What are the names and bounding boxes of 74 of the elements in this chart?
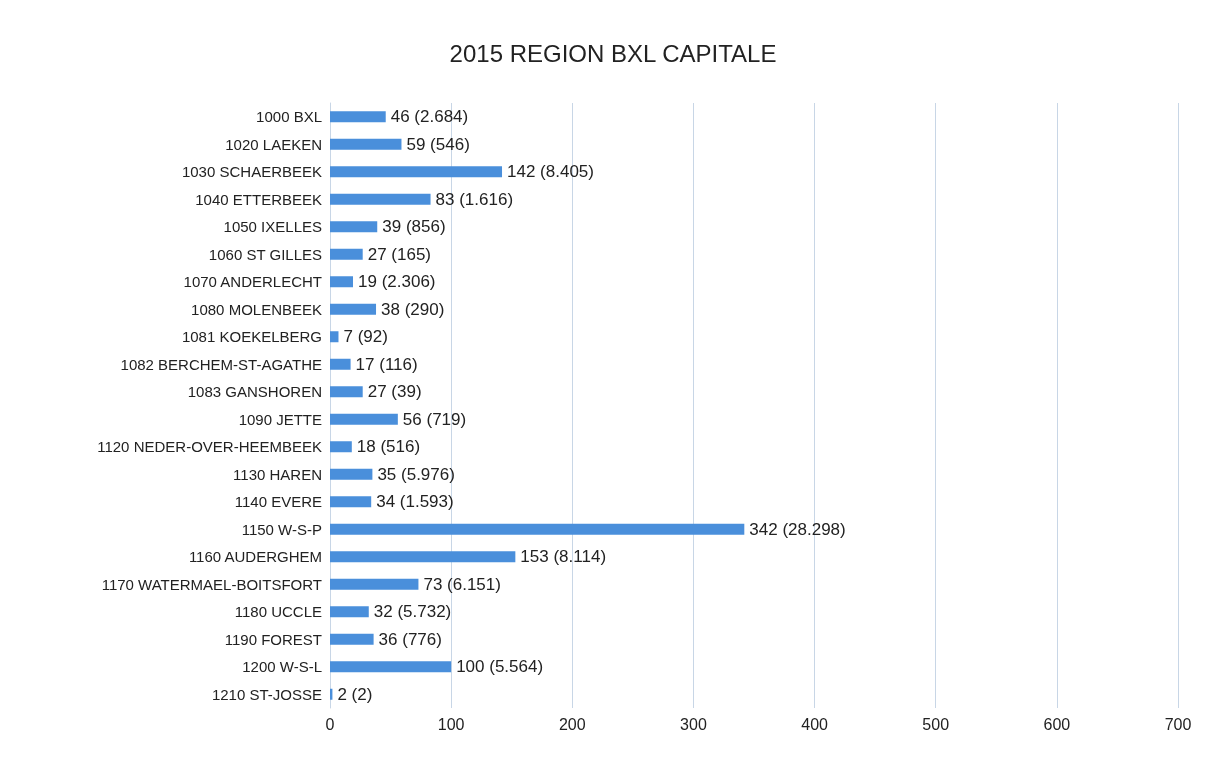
- x-tick-label: 400: [801, 715, 829, 733]
- x-tick-label: 500: [922, 715, 950, 733]
- data-label: 18 (516): [356, 437, 421, 457]
- data-label: 73 (6.151): [423, 574, 501, 594]
- data-label: 59 (546): [406, 134, 470, 154]
- data-label: 17 (116): [355, 354, 418, 374]
- bar: [330, 661, 452, 673]
- y-tick-label: 1190 FOREST: [224, 630, 322, 648]
- data-label: 83 (1.616): [435, 189, 514, 209]
- data-label: 36 (776): [378, 629, 442, 649]
- y-tick-label: 1130 HAREN: [233, 465, 322, 483]
- data-label: 56 (719): [402, 409, 467, 429]
- y-tick-label: 1150 W-S-P: [241, 520, 322, 538]
- x-tick-label: 100: [437, 715, 465, 733]
- bar: [330, 413, 398, 425]
- data-label: 100 (5.564): [456, 657, 544, 677]
- y-tick-label: 1030 SCHAERBEEK: [181, 163, 322, 181]
- bar: [330, 276, 354, 288]
- chart-title: 2015 REGION BXL CAPITALE: [449, 39, 777, 67]
- bar: [330, 358, 351, 370]
- bar: [330, 496, 372, 508]
- bar: [330, 248, 363, 260]
- bar: [330, 111, 386, 123]
- y-tick-label: 1082 BERCHEM-ST-AGATHE: [120, 355, 322, 373]
- y-tick-label: 1000 BXL: [256, 108, 322, 126]
- y-tick-label: 1050 IXELLES: [223, 218, 322, 236]
- bar: [330, 551, 516, 563]
- data-label: 19 (2.306): [358, 272, 436, 292]
- data-label: 153 (8.114): [520, 547, 607, 567]
- bar: [330, 303, 377, 315]
- x-tick-label: 200: [558, 715, 586, 733]
- data-label: 7 (92): [343, 327, 388, 347]
- data-label: 27 (165): [367, 244, 432, 264]
- y-tick-label: 1081 KOEKELBERG: [181, 328, 322, 346]
- y-tick-label: 1180 UCCLE: [234, 603, 322, 621]
- bar: [330, 633, 374, 645]
- bar: [330, 193, 431, 205]
- bar: [330, 523, 745, 535]
- y-tick-label: 1080 MOLENBEEK: [191, 300, 322, 318]
- y-tick-label: 1020 LAEKEN: [225, 135, 322, 153]
- y-tick-label: 1160 AUDERGHEM: [188, 548, 322, 566]
- y-tick-label: 1040 ETTERBEEK: [195, 190, 322, 208]
- bar: [330, 578, 419, 590]
- data-label: 342 (28.298): [749, 519, 846, 539]
- bar: [330, 468, 373, 480]
- y-tick-label: 1170 WATERMAEL-BOITSFORT: [101, 575, 322, 593]
- bar: [330, 441, 352, 453]
- data-label: 34 (1.593): [376, 492, 454, 512]
- x-tick-label: 700: [1164, 715, 1192, 733]
- bar: [330, 606, 369, 618]
- y-tick-label: 1140 EVERE: [234, 493, 322, 511]
- x-tick-label: 300: [680, 715, 707, 733]
- bar: [330, 221, 378, 233]
- bar: [330, 166, 503, 178]
- bar: [330, 386, 363, 398]
- y-tick-label: 1200 W-S-L: [242, 658, 322, 676]
- data-label: 142 (8.405): [507, 162, 594, 182]
- y-tick-label: 1120 NEDER-OVER-HEEMBEEK: [97, 438, 322, 456]
- data-label: 35 (5.976): [377, 464, 455, 484]
- x-tick-label: 600: [1043, 715, 1071, 733]
- data-label: 46 (2.684): [390, 107, 469, 127]
- bar: [330, 331, 339, 343]
- data-label: 32 (5.732): [373, 602, 452, 622]
- y-tick-label: 1083 GANSHOREN: [187, 383, 322, 401]
- y-tick-label: 1090 JETTE: [238, 410, 322, 428]
- y-tick-label: 1210 ST-JOSSE: [211, 685, 322, 703]
- y-tick-label: 1060 ST GILLES: [208, 245, 322, 263]
- data-label: 38 (290): [381, 299, 445, 319]
- bar: [330, 138, 402, 150]
- data-label: 27 (39): [367, 382, 422, 402]
- y-tick-label: 1070 ANDERLECHT: [183, 273, 322, 291]
- data-label: 39 (856): [382, 217, 446, 237]
- data-label: 2 (2): [337, 684, 373, 704]
- x-tick-label: 0: [325, 715, 335, 733]
